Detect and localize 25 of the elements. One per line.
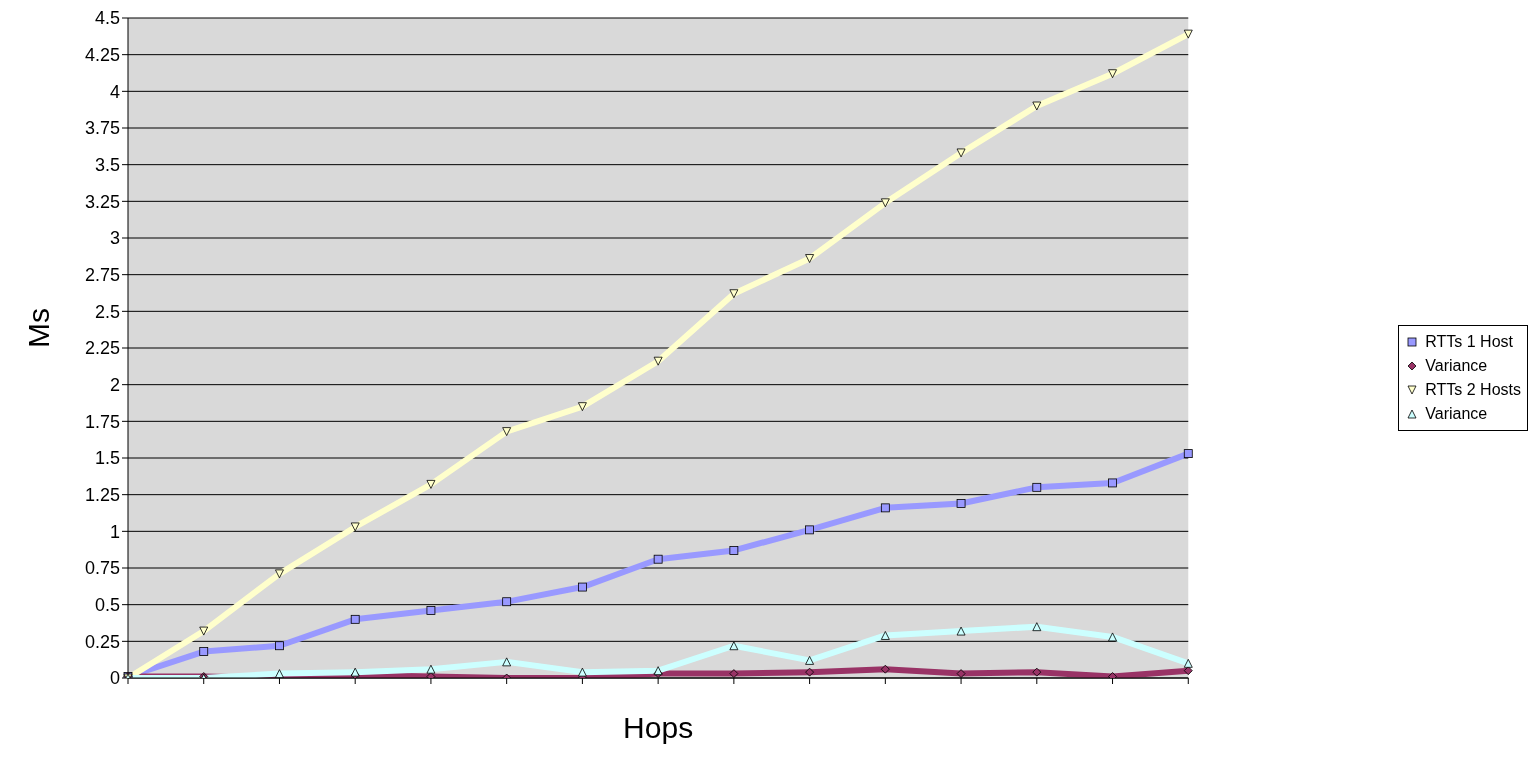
y-tick-label: 2 [109, 375, 120, 396]
y-tick-label: 4.25 [84, 45, 120, 66]
legend-label: RTTs 1 Host [1425, 333, 1513, 351]
y-tick-label: 1.25 [84, 485, 120, 506]
y-tick-label: 3.5 [94, 155, 120, 176]
y-tick-label: 0.75 [84, 558, 120, 579]
y-tick-label: 1.75 [84, 411, 120, 432]
y-tick-label: 3.25 [84, 191, 120, 212]
y-tick-label: 4 [109, 81, 120, 102]
y-tick-label: 1 [109, 521, 120, 542]
y-tick-label: 0.5 [94, 595, 120, 616]
y-tick-label: 3.75 [84, 118, 120, 139]
legend-label: Variance [1425, 405, 1488, 423]
y-tick-label: 2.5 [94, 301, 120, 322]
legend-label: RTTs 2 Hosts [1425, 381, 1521, 399]
x-axis-title: Hops [623, 711, 694, 744]
y-tick-label: 3 [109, 228, 120, 249]
y-tick-label: 0 [109, 668, 120, 689]
y-tick-label: 2.75 [84, 265, 120, 286]
y-tick-label: 1.5 [94, 448, 120, 469]
legend-label: Variance [1425, 357, 1488, 375]
y-tick-label: 2.25 [84, 338, 120, 359]
y-tick-label: 0.25 [84, 631, 120, 652]
y-tick-label: 4.5 [94, 8, 120, 29]
y-axis-title: Ms [21, 308, 55, 348]
